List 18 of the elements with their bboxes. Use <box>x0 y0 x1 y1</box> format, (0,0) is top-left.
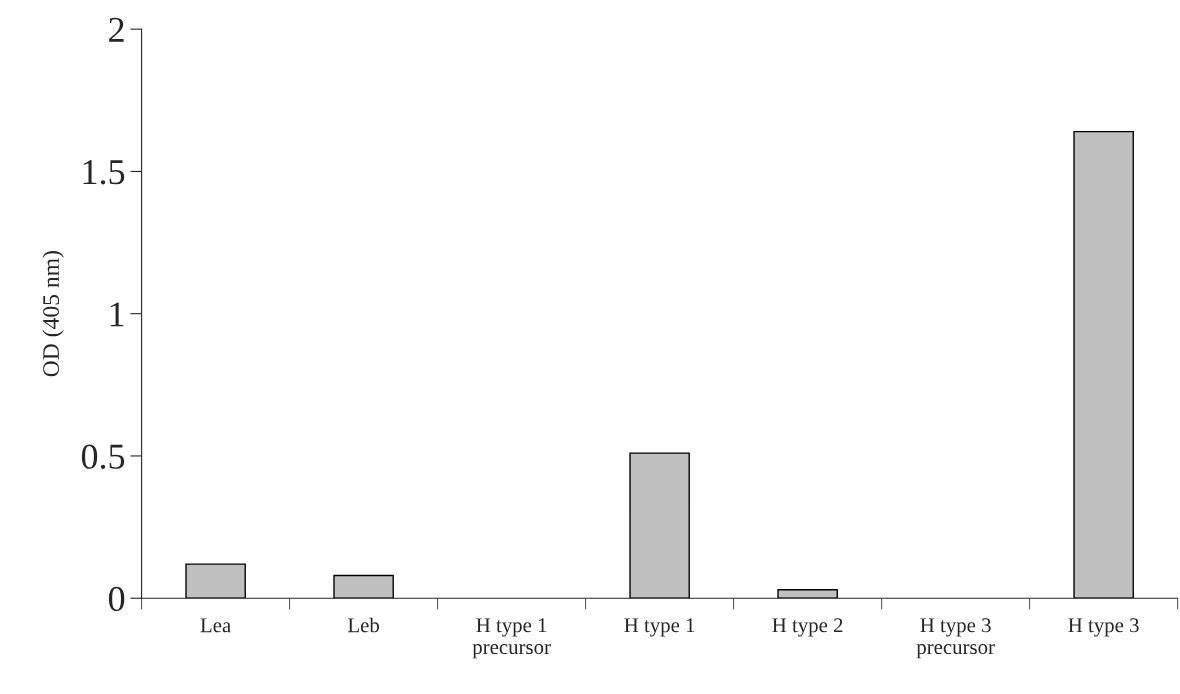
y-tick-label: 1.5 <box>83 160 125 185</box>
x-tick-label: H type 1 <box>624 618 695 637</box>
bar <box>333 574 394 599</box>
y-tick-label: 1 <box>110 302 124 327</box>
bar <box>1073 130 1134 599</box>
x-tick-label: H type 1 precursor <box>472 618 551 659</box>
y-axis-title: OD (405 nm) <box>42 251 64 377</box>
bar <box>777 588 838 599</box>
x-tick-label: H type 2 <box>772 618 843 637</box>
bar <box>185 563 246 599</box>
y-tick-label: 0.5 <box>81 444 125 469</box>
x-tick-label: Lea <box>200 618 231 633</box>
x-tick-label: Leb <box>348 617 380 633</box>
y-tick-label: 2 <box>109 17 124 42</box>
bar <box>629 452 690 599</box>
y-tick-label: 0 <box>108 586 125 612</box>
x-tick-label: H type 3 precursor <box>916 618 995 659</box>
x-tick-label: H type 3 <box>1068 618 1139 637</box>
